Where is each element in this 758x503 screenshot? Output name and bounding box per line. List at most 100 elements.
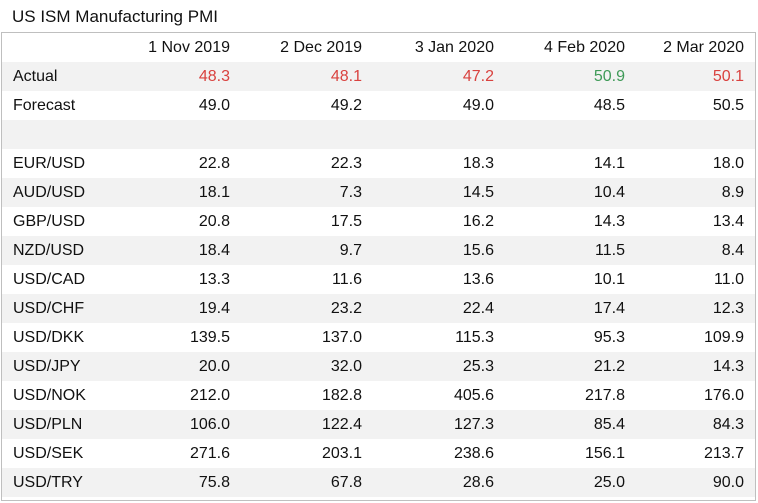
table-cell: 17.4 — [494, 294, 625, 323]
table-cell: 22.4 — [362, 294, 494, 323]
table-cell: 28.6 — [362, 468, 494, 497]
table-cell: 13.6 — [362, 265, 494, 294]
row-label: USD/CHF — [2, 294, 102, 323]
column-header: 1 Nov 2019 — [102, 33, 230, 62]
table-cell: 14.1 — [494, 149, 625, 178]
table-row: USD/CHF 19.4 23.2 22.4 17.4 12.3 — [2, 294, 755, 323]
table-body: Actual 48.3 48.1 47.2 50.9 50.1 Forecast 49.0 49… — [2, 62, 755, 497]
table-cell: 213.7 — [625, 439, 755, 468]
table-cell: 13.3 — [102, 265, 230, 294]
table-cell: 11.0 — [625, 265, 755, 294]
table-cell: 182.8 — [230, 381, 362, 410]
table-cell: 48.3 — [102, 62, 230, 91]
table-cell: 11.5 — [494, 236, 625, 265]
table-row: USD/CAD 13.3 11.6 13.6 10.1 11.0 — [2, 265, 755, 294]
header-corner — [2, 33, 102, 62]
table-cell: 176.0 — [625, 381, 755, 410]
column-header: 2 Dec 2019 — [230, 33, 362, 62]
row-label: EUR/USD — [2, 149, 102, 178]
table-cell: 20.0 — [102, 352, 230, 381]
table-cell: 14.3 — [494, 207, 625, 236]
table-cell: 10.4 — [494, 178, 625, 207]
table-cell: 19.4 — [102, 294, 230, 323]
table-row: USD/NOK 212.0 182.8 405.6 217.8 176.0 — [2, 381, 755, 410]
table-cell: 156.1 — [494, 439, 625, 468]
table-cell: 18.0 — [625, 149, 755, 178]
table-cell: 18.4 — [102, 236, 230, 265]
table-cell: 8.4 — [625, 236, 755, 265]
table-cell: 84.3 — [625, 410, 755, 439]
table-cell: 22.3 — [230, 149, 362, 178]
table-cell: 25.3 — [362, 352, 494, 381]
table-cell: 212.0 — [102, 381, 230, 410]
table-cell — [230, 120, 362, 149]
table-cell: 90.0 — [625, 468, 755, 497]
table-cell — [362, 120, 494, 149]
table-row: USD/DKK 139.5 137.0 115.3 95.3 109.9 — [2, 323, 755, 352]
table-cell: 109.9 — [625, 323, 755, 352]
column-header: 2 Mar 2020 — [625, 33, 755, 62]
table-row: AUD/USD 18.1 7.3 14.5 10.4 8.9 — [2, 178, 755, 207]
table-cell: 67.8 — [230, 468, 362, 497]
table-row: USD/JPY 20.0 32.0 25.3 21.2 14.3 — [2, 352, 755, 381]
table-row: GBP/USD 20.8 17.5 16.2 14.3 13.4 — [2, 207, 755, 236]
table-cell: 8.9 — [625, 178, 755, 207]
table-cell — [494, 120, 625, 149]
table-cell: 217.8 — [494, 381, 625, 410]
table-cell: 25.0 — [494, 468, 625, 497]
data-table-container: 1 Nov 2019 2 Dec 2019 3 Jan 2020 4 Feb 2… — [1, 32, 756, 501]
table-cell: 49.0 — [362, 91, 494, 120]
column-header: 4 Feb 2020 — [494, 33, 625, 62]
table-cell: 12.3 — [625, 294, 755, 323]
table-row: Forecast 49.0 49.2 49.0 48.5 50.5 — [2, 91, 755, 120]
row-label: USD/DKK — [2, 323, 102, 352]
table-cell: 50.1 — [625, 62, 755, 91]
table-cell: 115.3 — [362, 323, 494, 352]
column-header: 3 Jan 2020 — [362, 33, 494, 62]
row-label — [2, 120, 102, 149]
table-cell: 16.2 — [362, 207, 494, 236]
table-cell: 14.3 — [625, 352, 755, 381]
row-label: Forecast — [2, 91, 102, 120]
table-cell: 95.3 — [494, 323, 625, 352]
table-cell: 48.1 — [230, 62, 362, 91]
table-cell: 23.2 — [230, 294, 362, 323]
row-label: USD/JPY — [2, 352, 102, 381]
row-label: USD/SEK — [2, 439, 102, 468]
data-table: 1 Nov 2019 2 Dec 2019 3 Jan 2020 4 Feb 2… — [2, 33, 755, 497]
table-cell: 7.3 — [230, 178, 362, 207]
table-cell: 48.5 — [494, 91, 625, 120]
table-row: EUR/USD 22.8 22.3 18.3 14.1 18.0 — [2, 149, 755, 178]
table-cell: 21.2 — [494, 352, 625, 381]
table-title: US ISM Manufacturing PMI — [12, 7, 218, 26]
table-cell: 18.1 — [102, 178, 230, 207]
table-cell: 271.6 — [102, 439, 230, 468]
table-cell: 85.4 — [494, 410, 625, 439]
table-cell — [625, 120, 755, 149]
table-cell: 50.5 — [625, 91, 755, 120]
table-row: USD/TRY 75.8 67.8 28.6 25.0 90.0 — [2, 468, 755, 497]
table-cell: 50.9 — [494, 62, 625, 91]
table-cell: 11.6 — [230, 265, 362, 294]
table-row: USD/PLN 106.0 122.4 127.3 85.4 84.3 — [2, 410, 755, 439]
table-cell: 32.0 — [230, 352, 362, 381]
table-row: USD/SEK 271.6 203.1 238.6 156.1 213.7 — [2, 439, 755, 468]
table-cell: 10.1 — [494, 265, 625, 294]
table-row: NZD/USD 18.4 9.7 15.6 11.5 8.4 — [2, 236, 755, 265]
table-cell: 49.2 — [230, 91, 362, 120]
table-cell: 75.8 — [102, 468, 230, 497]
table-cell: 20.8 — [102, 207, 230, 236]
table-row: Actual 48.3 48.1 47.2 50.9 50.1 — [2, 62, 755, 91]
table-cell: 22.8 — [102, 149, 230, 178]
header-row: 1 Nov 2019 2 Dec 2019 3 Jan 2020 4 Feb 2… — [2, 33, 755, 62]
table-cell: 15.6 — [362, 236, 494, 265]
row-label: USD/PLN — [2, 410, 102, 439]
table-cell: 17.5 — [230, 207, 362, 236]
table-cell: 238.6 — [362, 439, 494, 468]
table-cell: 14.5 — [362, 178, 494, 207]
spacer-row — [2, 120, 755, 149]
row-label: AUD/USD — [2, 178, 102, 207]
row-label: Actual — [2, 62, 102, 91]
table-cell: 47.2 — [362, 62, 494, 91]
table-cell: 405.6 — [362, 381, 494, 410]
